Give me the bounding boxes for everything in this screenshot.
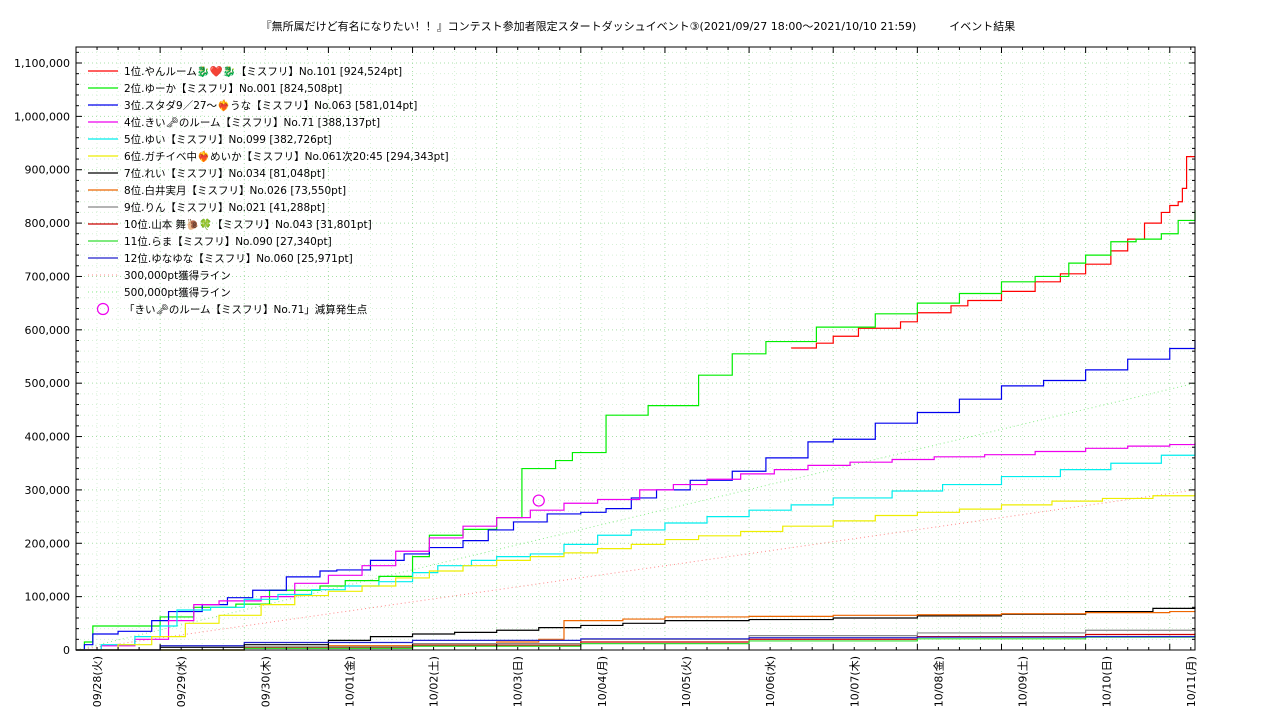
y-tick-label: 0 <box>63 644 70 657</box>
series-lines <box>76 156 1196 651</box>
x-tick-label: 10/02(土) <box>428 656 441 707</box>
y-tick-label: 300,000 <box>25 484 71 497</box>
legend-label: 9位.りん【ミスフリ】No.021 [41,288pt] <box>124 201 325 214</box>
markers <box>532 494 545 507</box>
x-tick-label: 10/08(金) <box>931 656 945 707</box>
reference-line <box>75 489 1196 651</box>
grid <box>75 47 1195 651</box>
series-line <box>76 442 1196 651</box>
y-tick-label: 900,000 <box>25 164 71 177</box>
x-tick-label: 10/09(土) <box>1017 656 1030 707</box>
x-tick-label: 09/29(水) <box>175 656 188 707</box>
legend-label: 1位.やんルーム🐉❤️🐉【ミスフリ】No.101 [924,524pt] <box>124 65 402 78</box>
y-tick-label: 500,000 <box>25 377 71 390</box>
legend-label: 5位.ゆい【ミスフリ】No.099 [382,726pt] <box>124 133 332 146</box>
y-tick-label: 200,000 <box>25 537 71 550</box>
legend-label: 300,000pt獲得ライン <box>124 269 231 282</box>
legend-label: 3位.スタダ9／27〜❤️‍🔥うな【ミスフリ】No.063 [581,014pt… <box>124 99 417 112</box>
x-tick-label: 10/04(月) <box>596 656 609 707</box>
legend-label: 7位.れい【ミスフリ】No.034 [81,048pt] <box>124 167 325 180</box>
x-tick-label: 09/28(火) <box>91 656 104 707</box>
x-tick-label: 10/11(月) <box>1185 656 1198 707</box>
legend-label: 「きい🗝のルーム【ミスフリ】No.71」減算発生点 <box>124 303 367 316</box>
series-line <box>76 445 1196 651</box>
legend-label: 6位.ガチイベ中❤️‍🔥めいか【ミスフリ】No.061次20:45 [294,3… <box>124 150 449 163</box>
x-tick-label: 10/07(木) <box>848 656 861 707</box>
marker-point <box>532 494 545 507</box>
plot-frame <box>75 46 1196 651</box>
y-tick-label: 700,000 <box>25 270 71 283</box>
series-line <box>76 636 1196 651</box>
x-tick-label: 10/06(水) <box>764 656 777 707</box>
x-tick-label: 10/03(日) <box>512 656 525 707</box>
chart-title: 『無所属だけど有名になりたい！！』コンテスト参加者限定スタートダッシュイベント③… <box>261 19 1016 33</box>
y-tick-label: 400,000 <box>25 431 71 444</box>
y-tick-label: 600,000 <box>25 324 71 337</box>
axes: 0 100,000 200,000 300,000 400,000 500,000 600,… <box>14 47 1198 707</box>
series-line <box>76 210 1196 651</box>
y-tick-label: 1,100,000 <box>14 57 70 70</box>
legend-label: 8位.白井実月【ミスフリ】No.026 [73,550pt] <box>124 184 346 197</box>
reference-lines <box>75 382 1196 651</box>
y-tick-label: 1,000,000 <box>14 110 70 123</box>
x-tick-label: 10/10(日) <box>1101 656 1114 707</box>
legend-label: 2位.ゆーか【ミスフリ】No.001 [824,508pt] <box>124 82 342 95</box>
legend-label: 4位.きい🗝のルーム【ミスフリ】No.71 [388,137pt] <box>124 116 380 129</box>
series-line <box>76 492 1196 651</box>
legend: 1位.やんルーム🐉❤️🐉【ミスフリ】No.101 [924,524pt] 2位.ゆ… <box>88 65 449 316</box>
legend-label: 500,000pt獲得ライン <box>124 286 231 299</box>
x-tick-label: 09/30(木) <box>259 656 272 707</box>
x-tick-label: 10/05(火) <box>680 656 693 707</box>
legend-marker <box>96 302 110 316</box>
legend-label: 11位.らま【ミスフリ】No.090 [27,340pt] <box>124 235 332 248</box>
legend-label: 12位.ゆなゆな【ミスフリ】No.060 [25,971pt] <box>124 252 353 265</box>
legend-label: 10位.山本 舞🐌🍀【ミスフリ】No.043 [31,801pt] <box>124 218 372 231</box>
y-tick-label: 100,000 <box>25 591 71 604</box>
y-tick-label: 800,000 <box>25 217 71 230</box>
series-line <box>791 156 1195 349</box>
x-tick-label: 10/01(金) <box>342 656 356 707</box>
